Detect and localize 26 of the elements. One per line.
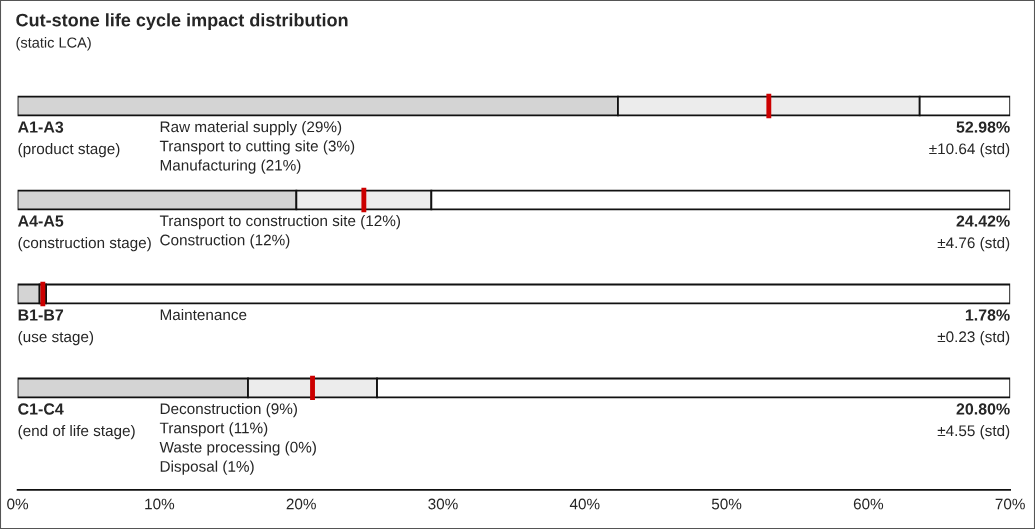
annotation: ±4.76 (std) <box>937 236 1010 252</box>
annotation: 52.98% <box>956 121 1010 133</box>
annotation: 24.42% <box>956 215 1010 227</box>
y-tick-label: A1-A3 (product stage) <box>17 121 120 158</box>
annotation: 1.78% <box>965 309 1010 321</box>
x-tick-label: 50% <box>711 498 742 510</box>
x-tick-label: 60% <box>853 498 884 510</box>
annotation: Maintenance <box>160 308 247 321</box>
annotation: ±10.64 (std) <box>929 142 1010 158</box>
chart-subtitle: (static LCA) <box>16 37 91 51</box>
chart-title: Cut-stone life cycle impact distribution <box>16 13 348 31</box>
annotation: Transport to construction site (12%) Construction (12%) <box>159 214 401 249</box>
x-tick-label: 30% <box>428 498 458 510</box>
annotation: ±4.55 (std) <box>937 424 1010 440</box>
x-tick-label: 0% <box>7 498 29 510</box>
annotation: Raw material supply (29%) Transport to cutting site (3%) Manufacturing (21%) <box>159 120 355 174</box>
annotation: ±0.23 (std) <box>937 330 1010 346</box>
x-tick-label: 70% <box>995 498 1025 510</box>
annotation: Deconstruction (9%) Transport (11%) Waste processing (0%) Disposal (1%) <box>159 402 316 475</box>
x-tick-label: 20% <box>286 498 316 510</box>
y-tick-label: B1-B7 (use stage) <box>18 309 94 346</box>
y-tick-label: A4-A5 (construction stage) <box>17 215 151 252</box>
annotation: 20.80% <box>956 403 1010 415</box>
x-tick-label: 40% <box>569 498 600 510</box>
y-tick-label: C1-C4 (end of life stage) <box>18 403 135 440</box>
x-tick-label: 10% <box>145 498 175 510</box>
